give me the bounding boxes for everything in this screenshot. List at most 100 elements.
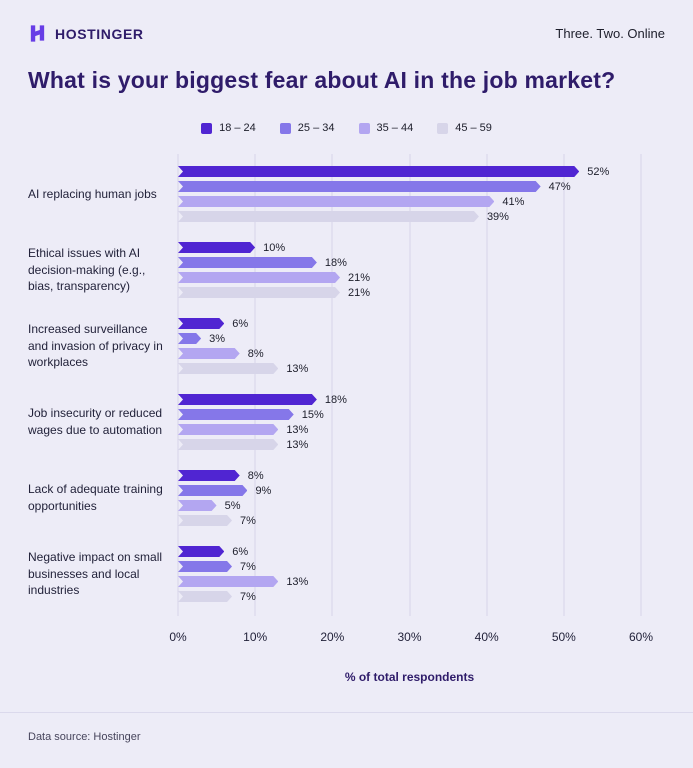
x-tick-label: 0% — [169, 630, 187, 644]
bar-row: 21% — [178, 272, 641, 284]
bar-row: 41% — [178, 195, 641, 208]
legend-item: 45 – 59 — [437, 122, 492, 134]
bar-value-label: 13% — [286, 423, 309, 436]
bar-row: 5% — [178, 499, 641, 512]
bar — [178, 181, 541, 192]
bar — [178, 333, 201, 344]
category-group: Increased surveillance and invasion of p… — [28, 308, 641, 384]
legend-label: 35 – 44 — [376, 122, 414, 134]
bar-value-label: 13% — [286, 575, 309, 588]
bar-row: 13% — [178, 362, 641, 375]
xlabel-row: % of total respondents — [178, 668, 641, 686]
bar — [178, 348, 240, 359]
category-group: Lack of adequate training opportunities 8… — [28, 460, 641, 536]
x-axis-label: % of total respondents — [344, 670, 475, 684]
category-label: Increased surveillance and invasion of p… — [28, 322, 163, 370]
category-label: Negative impact on small businesses and … — [28, 550, 163, 598]
legend-label: 45 – 59 — [455, 122, 492, 134]
legend-item: 18 – 24 — [201, 122, 256, 134]
bar-group: 8% 9% 5% 7% — [178, 469, 641, 527]
bar-group: 6% 7% 13% 7% — [178, 545, 641, 603]
bar-value-label: 9% — [255, 484, 272, 497]
bar — [178, 318, 224, 329]
bar-row: 10% — [178, 241, 641, 254]
category-label: Ethical issues with AI decision-making (… — [28, 246, 146, 294]
legend: 18 – 24 25 – 34 35 – 44 45 – 59 — [0, 122, 693, 134]
legend-swatch — [437, 122, 449, 134]
bar — [178, 363, 278, 374]
bar — [178, 515, 232, 526]
data-source-note: Data source: Hostinger — [28, 731, 141, 743]
bar-value-label: 7% — [240, 590, 256, 603]
legend-item: 25 – 34 — [279, 122, 335, 134]
brand-logo: HOSTINGER — [28, 24, 144, 43]
bar-row: 39% — [178, 211, 641, 223]
bar-value-label: 10% — [263, 241, 286, 254]
bar-row: 15% — [178, 408, 641, 421]
bar-value-label: 47% — [548, 180, 571, 193]
bar — [178, 166, 579, 177]
legend-item: 35 – 44 — [358, 122, 414, 134]
bar-row: 13% — [178, 575, 641, 588]
x-tick-label: 50% — [551, 630, 576, 644]
x-tick-label: 20% — [320, 630, 345, 644]
brand-name: HOSTINGER — [55, 25, 144, 42]
bar — [178, 576, 278, 587]
bar-row: 6% — [178, 545, 641, 558]
bar-value-label: 21% — [348, 286, 371, 299]
bar-row: 3% — [178, 332, 641, 345]
bar-value-label: 15% — [301, 408, 324, 421]
legend-label: 18 – 24 — [219, 122, 256, 134]
bar-group: 6% 3% 8% 13% — [178, 318, 641, 375]
hostinger-logo-icon — [28, 24, 47, 43]
bar — [178, 272, 340, 283]
bar-row: 7% — [178, 561, 641, 573]
bar-row: 7% — [178, 590, 641, 603]
bar — [178, 287, 340, 298]
header: HOSTINGER Three. Two. Online — [0, 0, 693, 51]
bar-row: 52% — [178, 165, 641, 178]
bar — [178, 439, 278, 450]
x-axis: 0% 10% 20% 30% 40% 50% 60% % of total responde… — [28, 630, 653, 686]
bar-group: 52% 47% 41% 39% — [178, 165, 641, 223]
bar-group: 10% 18% 21% 21% — [178, 241, 641, 299]
bar-row: 9% — [178, 484, 641, 497]
bar — [178, 242, 255, 253]
chart-groups: AI replacing human jobs 52% 47% 41% 39% Ethic… — [28, 156, 641, 612]
bar — [178, 485, 247, 496]
bar — [178, 546, 224, 557]
bar-value-label: 3% — [209, 332, 226, 345]
category-label: AI replacing human jobs — [28, 186, 157, 201]
bar — [178, 500, 217, 511]
bar-value-label: 52% — [587, 165, 610, 178]
bar — [178, 394, 317, 405]
bar-value-label: 13% — [286, 438, 309, 451]
bar-value-label: 8% — [247, 469, 264, 482]
x-tick-label: 10% — [243, 630, 268, 644]
bar-value-label: 6% — [232, 545, 249, 558]
footer: Data source: Hostinger — [0, 712, 693, 763]
legend-swatch — [279, 122, 291, 134]
bar — [178, 591, 232, 602]
bar-value-label: 13% — [286, 362, 309, 375]
bar-row: 7% — [178, 514, 641, 527]
category-group: Job insecurity or reduced wages due to a… — [28, 384, 641, 460]
bar-value-label: 7% — [240, 514, 256, 527]
bar-value-label: 5% — [224, 499, 241, 512]
bar-value-label: 41% — [502, 195, 525, 208]
bar — [178, 470, 240, 481]
bar-row: 6% — [178, 318, 641, 330]
bar — [178, 196, 494, 207]
x-tick-label: 30% — [397, 630, 422, 644]
chart-area: AI replacing human jobs 52% 47% 41% 39% Ethic… — [28, 154, 642, 616]
legend-swatch — [358, 122, 370, 134]
x-tick-label: 40% — [474, 630, 499, 644]
category-group: AI replacing human jobs 52% 47% 41% 39% — [28, 156, 641, 232]
bar-row: 21% — [178, 286, 641, 299]
bar — [178, 424, 278, 435]
bar-value-label: 18% — [324, 256, 347, 269]
bar-row: 8% — [178, 348, 641, 360]
bar — [178, 211, 479, 222]
category-group: Ethical issues with AI decision-making (… — [28, 232, 641, 308]
